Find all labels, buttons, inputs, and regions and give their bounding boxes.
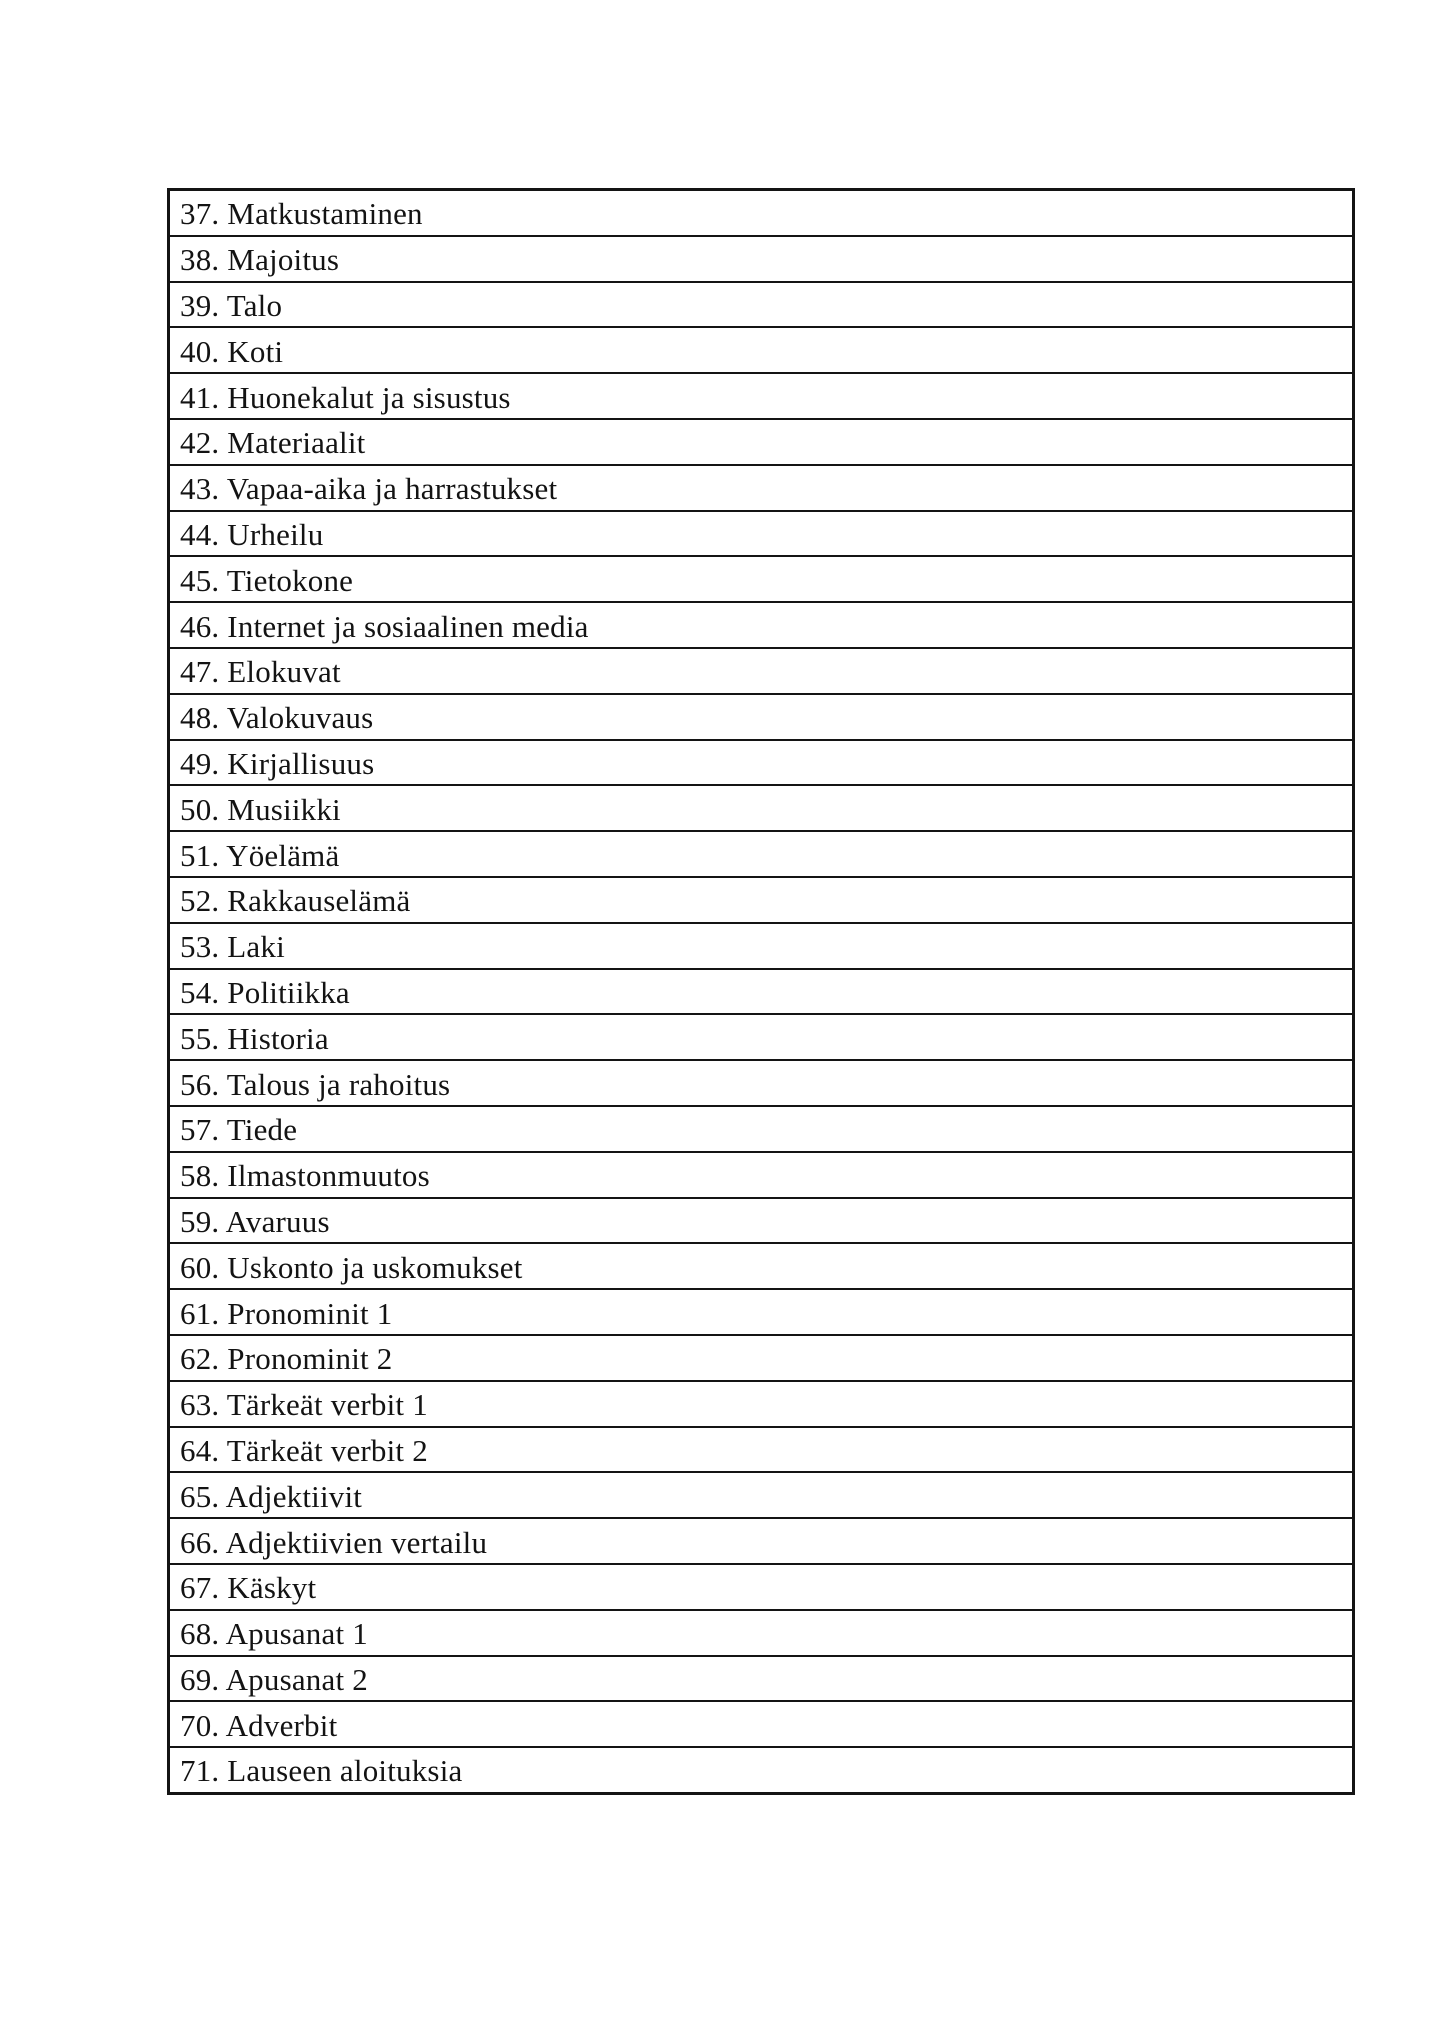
toc-row: 53. Laki bbox=[170, 924, 1352, 970]
toc-row: 68. Apusanat 1 bbox=[170, 1611, 1352, 1657]
toc-item-label: 45. Tietokone bbox=[180, 562, 354, 598]
toc-row: 63. Tärkeät verbit 1 bbox=[170, 1382, 1352, 1428]
toc-row: 66. Adjektiivien vertailu bbox=[170, 1519, 1352, 1565]
toc-row: 70. Adverbit bbox=[170, 1702, 1352, 1749]
toc-row: 45. Tietokone bbox=[170, 557, 1352, 604]
toc-row: 50. Musiikki bbox=[170, 786, 1352, 833]
toc-item-label: 65. Adjektiivit bbox=[180, 1478, 363, 1514]
toc-item-label: 70. Adverbit bbox=[180, 1707, 338, 1743]
toc-item-label: 50. Musiikki bbox=[180, 791, 341, 827]
toc-item-label: 58. Ilmastonmuutos bbox=[180, 1158, 430, 1194]
toc-item-label: 52. Rakkauselämä bbox=[180, 883, 411, 919]
toc-item-label: 71. Lauseen aloituksia bbox=[180, 1753, 463, 1789]
toc-item-label: 68. Apusanat 1 bbox=[180, 1616, 368, 1652]
toc-item-label: 46. Internet ja sosiaalinen media bbox=[180, 608, 589, 644]
toc-item-label: 64. Tärkeät verbit 2 bbox=[180, 1432, 428, 1468]
toc-item-label: 49. Kirjallisuus bbox=[180, 745, 375, 781]
toc-row: 52. Rakkauselämä bbox=[170, 878, 1352, 924]
toc-row: 41. Huonekalut ja sisustus bbox=[170, 374, 1352, 420]
toc-item-label: 40. Koti bbox=[180, 333, 284, 369]
toc-item-label: 53. Laki bbox=[180, 929, 285, 965]
toc-row: 56. Talous ja rahoitus bbox=[170, 1061, 1352, 1107]
toc-row: 69. Apusanat 2 bbox=[170, 1657, 1352, 1703]
toc-item-label: 37. Matkustaminen bbox=[180, 196, 423, 232]
toc-item-label: 67. Käskyt bbox=[180, 1570, 317, 1606]
toc-row: 38. Majoitus bbox=[170, 237, 1352, 283]
toc-item-label: 41. Huonekalut ja sisustus bbox=[180, 379, 511, 415]
toc-row: 71. Lauseen aloituksia bbox=[170, 1748, 1352, 1792]
toc-row: 43. Vapaa-aika ja harrastukset bbox=[170, 466, 1352, 512]
toc-item-label: 51. Yöelämä bbox=[180, 837, 340, 873]
toc-item-label: 60. Uskonto ja uskomukset bbox=[180, 1249, 523, 1285]
toc-row: 47. Elokuvat bbox=[170, 649, 1352, 695]
toc-row: 37. Matkustaminen bbox=[170, 191, 1352, 237]
toc-row: 55. Historia bbox=[170, 1015, 1352, 1062]
toc-item-label: 59. Avaruus bbox=[180, 1203, 330, 1239]
toc-item-label: 38. Majoitus bbox=[180, 242, 340, 278]
toc-item-label: 48. Valokuvaus bbox=[180, 700, 374, 736]
toc-item-label: 42. Materiaalit bbox=[180, 425, 366, 461]
contents-table: 37. Matkustaminen 38. Majoitus 39. Talo 40.… bbox=[167, 188, 1355, 1795]
toc-item-label: 54. Politiikka bbox=[180, 974, 350, 1010]
toc-row: 51. Yöelämä bbox=[170, 832, 1352, 878]
toc-item-label: 57. Tiede bbox=[180, 1112, 298, 1148]
toc-row: 57. Tiede bbox=[170, 1107, 1352, 1153]
toc-item-label: 43. Vapaa-aika ja harrastukset bbox=[180, 471, 558, 507]
toc-row: 59. Avaruus bbox=[170, 1199, 1352, 1245]
toc-row: 40. Koti bbox=[170, 328, 1352, 375]
toc-row: 39. Talo bbox=[170, 283, 1352, 329]
toc-row: 64. Tärkeät verbit 2 bbox=[170, 1428, 1352, 1474]
toc-row: 62. Pronominit 2 bbox=[170, 1336, 1352, 1382]
toc-row: 61. Pronominit 1 bbox=[170, 1290, 1352, 1336]
toc-row: 60. Uskonto ja uskomukset bbox=[170, 1244, 1352, 1291]
toc-row: 65. Adjektiivit bbox=[170, 1473, 1352, 1520]
toc-item-label: 62. Pronominit 2 bbox=[180, 1341, 393, 1377]
toc-item-label: 44. Urheilu bbox=[180, 516, 324, 552]
toc-item-label: 63. Tärkeät verbit 1 bbox=[180, 1387, 428, 1423]
toc-item-label: 47. Elokuvat bbox=[180, 654, 341, 690]
toc-item-label: 61. Pronominit 1 bbox=[180, 1295, 393, 1331]
toc-item-label: 56. Talous ja rahoitus bbox=[180, 1066, 451, 1102]
toc-row: 58. Ilmastonmuutos bbox=[170, 1153, 1352, 1199]
toc-row: 54. Politiikka bbox=[170, 970, 1352, 1016]
toc-row: 67. Käskyt bbox=[170, 1565, 1352, 1611]
toc-item-label: 69. Apusanat 2 bbox=[180, 1661, 368, 1697]
toc-row: 44. Urheilu bbox=[170, 512, 1352, 558]
toc-row: 42. Materiaalit bbox=[170, 420, 1352, 466]
toc-row: 49. Kirjallisuus bbox=[170, 741, 1352, 787]
toc-row: 46. Internet ja sosiaalinen media bbox=[170, 603, 1352, 649]
toc-item-label: 66. Adjektiivien vertailu bbox=[180, 1524, 488, 1560]
toc-item-label: 55. Historia bbox=[180, 1020, 329, 1056]
toc-row: 48. Valokuvaus bbox=[170, 695, 1352, 741]
toc-item-label: 39. Talo bbox=[180, 287, 283, 323]
